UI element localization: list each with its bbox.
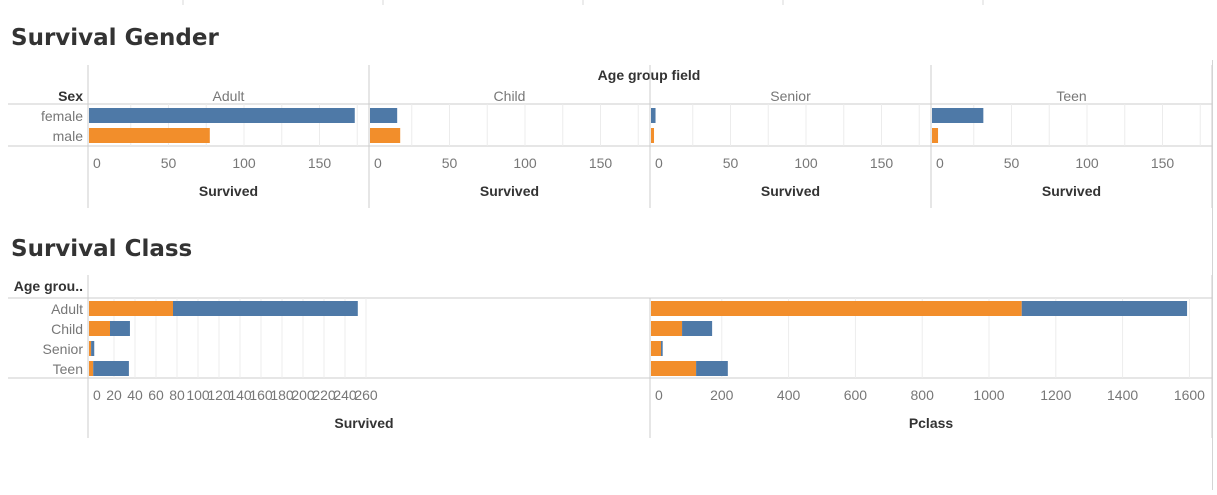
x-tick-label: 150 xyxy=(589,155,613,171)
x-tick-label: 160 xyxy=(249,387,273,403)
x-tick-label: 50 xyxy=(1004,155,1020,171)
x-axis-title: Pclass xyxy=(909,415,954,431)
x-tick-label: 0 xyxy=(655,155,663,171)
x-tick-label: 1600 xyxy=(1174,387,1205,403)
survival-gender-title: Survival Gender xyxy=(11,25,219,51)
x-tick-label: 200 xyxy=(710,387,734,403)
bar-female-senior[interactable] xyxy=(661,341,663,356)
bar-male-teen[interactable] xyxy=(89,361,94,376)
bar-female-child[interactable] xyxy=(682,321,713,336)
x-tick-label: 100 xyxy=(186,387,210,403)
x-tick-label: 140 xyxy=(228,387,252,403)
bar-male-adult[interactable] xyxy=(89,301,173,316)
x-tick-label: 240 xyxy=(333,387,357,403)
bar-male-child[interactable] xyxy=(89,321,110,336)
x-tick-label: 120 xyxy=(207,387,231,403)
x-tick-label: 80 xyxy=(169,387,185,403)
bar-male-senior[interactable] xyxy=(651,341,662,356)
x-tick-label: 100 xyxy=(1075,155,1099,171)
row-label-adult: Adult xyxy=(51,301,83,317)
bar-female-teen[interactable] xyxy=(932,108,984,123)
column-header-label: Age group field xyxy=(598,67,701,83)
x-tick-label: 150 xyxy=(308,155,332,171)
bar-male-adult[interactable] xyxy=(89,128,210,143)
x-tick-label: 100 xyxy=(513,155,537,171)
row-header-label: Sex xyxy=(58,88,83,104)
survival-class-chart[interactable]: Age grou..0 20 40 60 80 100120140160180200220… xyxy=(0,270,1217,445)
panel-header-senior: Senior xyxy=(770,88,811,104)
row-label-teen: Teen xyxy=(53,361,83,377)
view-right-edge xyxy=(1212,60,1213,490)
survival-gender-chart[interactable]: Age group field Sex Adult 0 50 100 150 Survived… xyxy=(0,60,1217,210)
bar-female-adult[interactable] xyxy=(1021,301,1188,316)
bar-female-adult[interactable] xyxy=(89,108,355,123)
x-tick-label: 1400 xyxy=(1107,387,1138,403)
bar-male-child[interactable] xyxy=(651,321,683,336)
x-tick-label: 0 xyxy=(655,387,663,403)
x-tick-label: 0 xyxy=(936,155,944,171)
row-label-female: female xyxy=(41,108,83,124)
x-axis-title: Survived xyxy=(480,183,539,199)
x-tick-label: 400 xyxy=(777,387,801,403)
row-label-senior: Senior xyxy=(43,341,84,357)
top-scroll-marks xyxy=(182,0,984,5)
x-tick-label: 50 xyxy=(442,155,458,171)
x-tick-label: 150 xyxy=(1151,155,1175,171)
bar-female-senior[interactable] xyxy=(91,341,95,356)
x-tick-label: 260 xyxy=(354,387,378,403)
x-axis-title: Survived xyxy=(761,183,820,199)
bar-female-teen[interactable] xyxy=(696,361,728,376)
survival-class-title: Survival Class xyxy=(11,236,193,262)
x-tick-label: 150 xyxy=(870,155,894,171)
row-label-child: Child xyxy=(51,321,83,337)
x-tick-label: 600 xyxy=(844,387,868,403)
x-tick-label: 220 xyxy=(312,387,336,403)
bar-female-teen[interactable] xyxy=(93,361,129,376)
bar-male-teen[interactable] xyxy=(932,128,939,143)
x-tick-label: 50 xyxy=(723,155,739,171)
x-tick-label: 180 xyxy=(270,387,294,403)
x-axis-title: Survived xyxy=(1042,183,1101,199)
row-label-male: male xyxy=(53,128,84,144)
x-tick-label: 60 xyxy=(148,387,164,403)
bar-male-child[interactable] xyxy=(370,128,401,143)
row-header-label: Age grou.. xyxy=(14,278,83,294)
bar-male-senior[interactable] xyxy=(651,128,655,143)
x-tick-label: 40 xyxy=(127,387,143,403)
bar-female-senior[interactable] xyxy=(651,108,656,123)
panel-header-child: Child xyxy=(494,88,526,104)
x-axis-title: Survived xyxy=(199,183,258,199)
x-tick-label: 0 xyxy=(374,155,382,171)
bar-female-child[interactable] xyxy=(370,108,398,123)
x-tick-label: 1200 xyxy=(1040,387,1071,403)
bar-male-adult[interactable] xyxy=(651,301,1022,316)
x-tick-label: 0 xyxy=(93,387,101,403)
x-tick-label: 800 xyxy=(911,387,935,403)
x-tick-label: 100 xyxy=(232,155,256,171)
x-tick-label: 0 xyxy=(93,155,101,171)
panel-header-adult: Adult xyxy=(213,88,245,104)
bar-male-senior[interactable] xyxy=(89,341,92,356)
bar-female-child[interactable] xyxy=(110,321,130,336)
x-axis-title: Survived xyxy=(334,415,393,431)
x-tick-label: 100 xyxy=(794,155,818,171)
x-tick-label: 200 xyxy=(291,387,315,403)
bar-female-adult[interactable] xyxy=(173,301,358,316)
bar-male-teen[interactable] xyxy=(651,361,697,376)
x-tick-label: 20 xyxy=(106,387,122,403)
x-tick-label: 1000 xyxy=(973,387,1004,403)
panel-header-teen: Teen xyxy=(1056,88,1086,104)
x-tick-label: 50 xyxy=(161,155,177,171)
